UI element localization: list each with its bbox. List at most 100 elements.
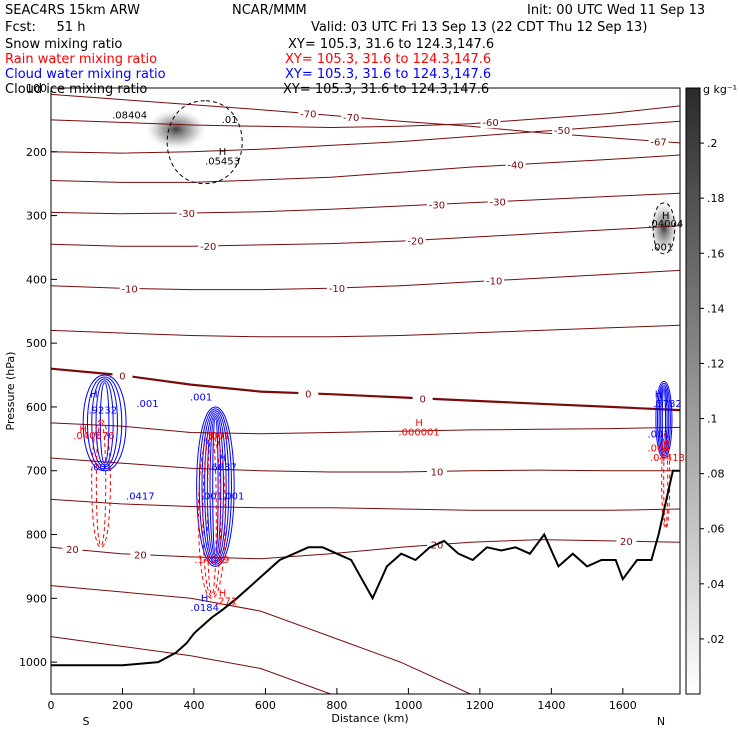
field-value-label: H bbox=[415, 418, 423, 429]
x-tick-label: 200 bbox=[112, 699, 133, 712]
contour-label: 0 bbox=[419, 394, 425, 405]
rain-water-contour bbox=[197, 431, 226, 599]
contour-label-bg bbox=[426, 465, 447, 478]
x-tick-label: 1200 bbox=[466, 699, 494, 712]
field-value-label: .01 bbox=[222, 115, 238, 126]
y-tick-label: 600 bbox=[26, 401, 47, 414]
rain-water-contour bbox=[91, 419, 111, 548]
contour-label-bg bbox=[198, 239, 219, 252]
temperature-contour bbox=[50, 154, 681, 183]
contour-label-bg bbox=[505, 158, 526, 171]
contour-label: -70 bbox=[300, 110, 316, 121]
contour-label: -30 bbox=[179, 209, 195, 220]
init-time: Init: 00 UTC Wed 11 Sep 13 bbox=[527, 3, 706, 18]
colorbar-tick-label: .12 bbox=[707, 357, 725, 370]
cloud-water-contour bbox=[86, 376, 123, 470]
field-value-label: .04413 bbox=[650, 453, 685, 464]
contour-label-bg bbox=[648, 135, 669, 148]
contour-label: 20 bbox=[431, 541, 444, 552]
contour-label: -67 bbox=[650, 137, 666, 148]
contour-label: 20 bbox=[620, 537, 633, 548]
x-tick-label: 800 bbox=[326, 699, 347, 712]
field-value-label: H bbox=[219, 588, 227, 599]
terrain-profile bbox=[51, 469, 680, 667]
y-tick-label: 200 bbox=[26, 146, 47, 159]
y-axis-title: Pressure (hPa) bbox=[4, 352, 17, 431]
field-value-label: .001 bbox=[647, 444, 669, 455]
contour-label-bg bbox=[326, 282, 347, 295]
temperature-contour bbox=[50, 422, 681, 435]
contour-label-bg bbox=[487, 195, 508, 208]
contour-label: -30 bbox=[429, 200, 445, 211]
field-value-label: .040576 bbox=[73, 431, 114, 442]
x-tick-label: 400 bbox=[183, 699, 204, 712]
contour-label: -20 bbox=[200, 242, 216, 253]
contour-label: -10 bbox=[121, 284, 137, 295]
temperature-contour bbox=[50, 498, 681, 511]
field-value-label: H bbox=[662, 211, 670, 222]
contour-label: -20 bbox=[407, 236, 423, 247]
field-value-label: .001 bbox=[651, 243, 673, 254]
x-tick-label: 1400 bbox=[537, 699, 565, 712]
colorbar-tick-label: .16 bbox=[707, 247, 725, 260]
colorbar-unit: g kg⁻¹ bbox=[703, 83, 737, 96]
field-value-label: .5782 bbox=[653, 399, 682, 410]
field-value-label: H bbox=[90, 389, 98, 400]
cloud-water-contour bbox=[660, 386, 668, 453]
contour-label-bg bbox=[405, 234, 426, 247]
field-value-label: .0184 bbox=[190, 603, 219, 614]
cloud-water-contour bbox=[82, 374, 127, 472]
y-tick-label: 900 bbox=[26, 592, 47, 605]
field-cloudice-xy: XY= 105.3, 31.6 to 124.3,147.6 bbox=[283, 82, 490, 97]
field-value-label: .08404 bbox=[112, 111, 147, 122]
temperature-contour bbox=[50, 585, 680, 695]
field-value-label: .001 bbox=[90, 463, 112, 474]
rain-water-contour bbox=[202, 433, 222, 597]
colorbar-tick-label: .18 bbox=[707, 192, 725, 205]
colorbar-tick-label: .1 bbox=[707, 413, 718, 426]
cloud-water-contour bbox=[99, 382, 110, 464]
contour-label: -50 bbox=[554, 126, 570, 137]
contour-label: 20 bbox=[66, 545, 79, 556]
cloud-water-contour bbox=[658, 384, 670, 455]
field-value-label: H bbox=[79, 424, 87, 435]
field-value-label: .000001 bbox=[398, 428, 439, 439]
y-tick-label: 700 bbox=[26, 465, 47, 478]
y-tick-label: 500 bbox=[26, 337, 47, 350]
contour-label-bg bbox=[298, 107, 319, 120]
field-snow-xy: XY= 105.3, 31.6 to 124.3,147.6 bbox=[288, 37, 495, 52]
contour-label-bg bbox=[112, 369, 133, 382]
field-rain-xy: XY= 105.3, 31.6 to 124.3,147.6 bbox=[285, 52, 492, 67]
contour-label-bg bbox=[298, 387, 319, 400]
y-tick-label: 400 bbox=[26, 273, 47, 286]
snow-max-shade-east bbox=[649, 202, 678, 255]
field-value-label: .9232 bbox=[89, 405, 118, 416]
contour-label: -40 bbox=[507, 161, 523, 172]
field-value-label: .05453 bbox=[205, 157, 240, 168]
south-label: S bbox=[83, 715, 90, 728]
contour-label-bg bbox=[616, 535, 637, 548]
field-value-label: .14049 bbox=[194, 555, 229, 566]
y-tick-label: 1000 bbox=[19, 656, 47, 669]
cloud-water-contour bbox=[206, 414, 224, 560]
contour-label: 20 bbox=[134, 551, 147, 562]
temperature-contour bbox=[50, 105, 681, 129]
field-cloudwater-xy: XY= 105.3, 31.6 to 124.3,147.6 bbox=[285, 67, 492, 82]
contour-label: 10 bbox=[431, 467, 444, 478]
field-value-label: H bbox=[655, 389, 663, 400]
north-label: N bbox=[657, 715, 665, 728]
model-title: SEAC4RS 15km ARW bbox=[5, 3, 141, 18]
contour-label-bg bbox=[130, 548, 151, 561]
colorbar-tick-label: .14 bbox=[707, 302, 725, 315]
colorbar-tick-label: .04 bbox=[707, 578, 725, 591]
contour-label: 0 bbox=[119, 371, 125, 382]
temperature-contour bbox=[50, 636, 680, 695]
plot-frame bbox=[50, 87, 681, 695]
field-value-label: H bbox=[219, 453, 227, 464]
field-value-label: .001 bbox=[222, 491, 244, 502]
field-value-label: H bbox=[219, 147, 227, 158]
rain-water-contour bbox=[663, 433, 669, 527]
contour-label: -70 bbox=[343, 113, 359, 124]
temperature-contour bbox=[50, 93, 681, 144]
